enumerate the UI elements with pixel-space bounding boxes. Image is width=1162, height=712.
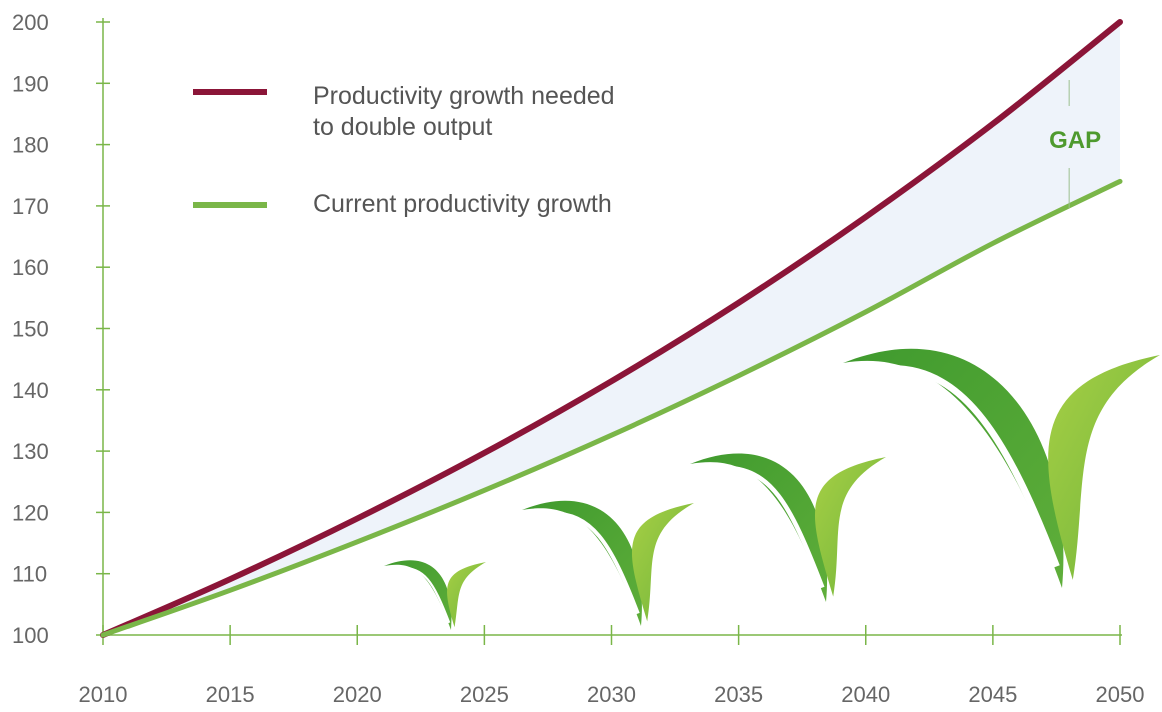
- y-tick-label: 160: [12, 255, 49, 280]
- y-tick-label: 180: [12, 133, 49, 158]
- series-lines: [100, 19, 1123, 638]
- y-tick-label: 110: [12, 562, 47, 587]
- series-line: [100, 19, 1123, 638]
- y-tick-label: 190: [12, 71, 49, 96]
- sprout-leaf-light: [814, 457, 886, 597]
- sprout-leaf-dark: [522, 500, 642, 626]
- sprout-leaf-dark: [843, 348, 1064, 588]
- x-tick-label: 2025: [460, 682, 509, 707]
- y-axis-ticks: 100 110 120 130 140 150 160 170 180 190 200: [12, 10, 110, 648]
- x-tick-label: 2050: [1096, 682, 1145, 707]
- series-line: [100, 178, 1123, 638]
- x-tick-label: 2010: [79, 682, 128, 707]
- x-tick-label: 2035: [714, 682, 763, 707]
- sprout-leaf-vein: [722, 465, 825, 589]
- legend: Productivity growth needed to double outp…: [193, 82, 615, 218]
- gap-annotation: GAP: [1049, 80, 1101, 208]
- sprout-leaf-vein: [891, 365, 1060, 568]
- x-tick-label: 2030: [587, 682, 636, 707]
- x-axis-ticks: 2010 2015 2020 2025 2030 2035 2040 2045 2050: [79, 625, 1145, 707]
- sprout-illustrations: [384, 348, 1160, 630]
- legend-label: Productivity growth needed: [313, 82, 615, 110]
- sprout-leaf-light: [631, 503, 694, 622]
- sprout-leaf-light: [447, 562, 486, 628]
- legend-label: Current productivity growth: [313, 190, 612, 218]
- gap-label: GAP: [1049, 127, 1101, 154]
- x-tick-label: 2045: [968, 682, 1017, 707]
- legend-label: to double output: [313, 113, 492, 141]
- y-tick-label: 170: [12, 194, 49, 219]
- y-tick-label: 150: [12, 317, 49, 342]
- y-tick-label: 120: [12, 500, 49, 525]
- sprout-leaf-light: [1048, 355, 1160, 580]
- sprout-leaf-vein: [549, 511, 640, 615]
- y-tick-label: 100: [12, 623, 49, 648]
- y-tick-label: 200: [12, 10, 49, 35]
- x-tick-label: 2015: [206, 682, 255, 707]
- sprout-leaf-dark: [384, 560, 452, 630]
- y-tick-label: 130: [12, 439, 49, 464]
- x-tick-label: 2020: [333, 682, 382, 707]
- sprout-leaf-dark: [690, 453, 828, 602]
- sprout-leaf-vein: [400, 566, 451, 624]
- y-tick-label: 140: [12, 378, 49, 403]
- x-tick-label: 2040: [841, 682, 890, 707]
